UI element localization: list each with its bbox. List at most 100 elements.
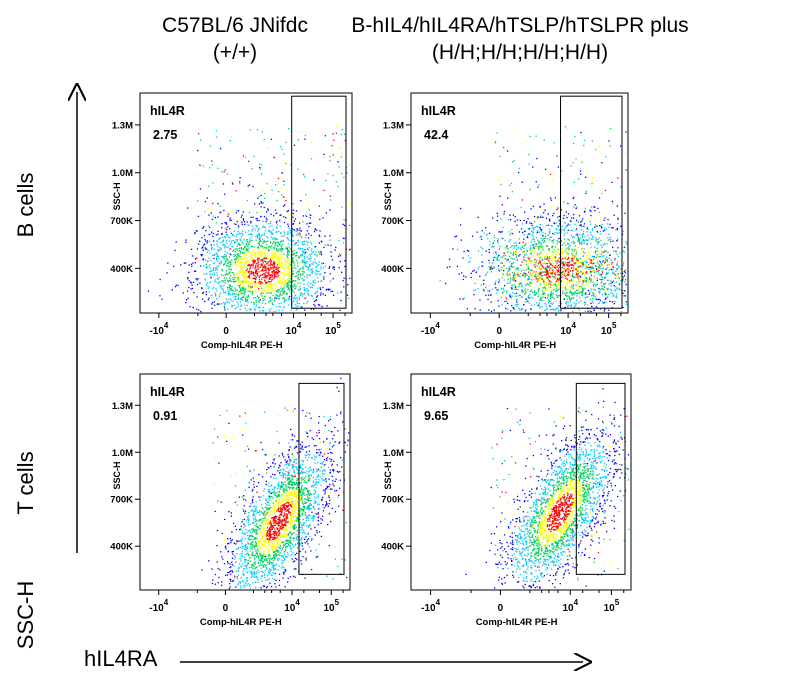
event-point bbox=[241, 261, 243, 263]
event-point bbox=[236, 272, 238, 274]
event-point bbox=[277, 177, 280, 180]
event-point bbox=[279, 277, 281, 279]
event-point bbox=[273, 248, 275, 250]
event-point bbox=[267, 281, 269, 283]
event-point bbox=[560, 277, 562, 279]
event-point bbox=[578, 292, 580, 295]
event-point bbox=[272, 559, 275, 562]
event-point bbox=[237, 277, 239, 279]
event-point bbox=[307, 274, 309, 276]
event-point bbox=[212, 232, 215, 235]
event-point bbox=[262, 234, 264, 236]
event-point bbox=[258, 296, 260, 299]
event-point bbox=[257, 247, 259, 249]
event-point bbox=[564, 264, 566, 266]
event-point bbox=[301, 266, 303, 269]
event-point bbox=[222, 288, 224, 290]
event-point bbox=[286, 283, 289, 285]
event-point bbox=[324, 491, 326, 493]
event-point bbox=[601, 294, 604, 296]
event-point bbox=[304, 263, 306, 265]
event-point bbox=[287, 286, 289, 288]
event-point bbox=[234, 264, 236, 267]
event-point bbox=[349, 277, 351, 279]
event-point bbox=[264, 227, 267, 229]
event-point bbox=[582, 255, 584, 258]
event-point bbox=[602, 268, 604, 270]
gate-rectangle[interactable] bbox=[291, 95, 347, 309]
event-point bbox=[545, 252, 548, 255]
event-point bbox=[247, 245, 249, 247]
event-point bbox=[548, 239, 551, 241]
event-point bbox=[294, 576, 296, 578]
event-point bbox=[526, 283, 528, 285]
event-point bbox=[287, 253, 289, 255]
event-point bbox=[528, 233, 530, 235]
event-point bbox=[551, 289, 553, 291]
event-point bbox=[229, 279, 231, 281]
event-point bbox=[272, 267, 274, 269]
event-point bbox=[250, 270, 253, 273]
event-point bbox=[625, 283, 627, 286]
event-point bbox=[497, 240, 499, 242]
event-point bbox=[263, 290, 265, 292]
event-point bbox=[568, 296, 570, 298]
event-point bbox=[552, 215, 554, 217]
event-point bbox=[541, 275, 543, 277]
event-point bbox=[589, 272, 592, 274]
event-point bbox=[553, 212, 555, 215]
event-point bbox=[303, 279, 305, 281]
event-point bbox=[250, 267, 252, 269]
event-point bbox=[269, 278, 271, 281]
event-point bbox=[229, 288, 231, 290]
event-point bbox=[274, 209, 277, 211]
event-point bbox=[297, 302, 299, 304]
event-point bbox=[263, 138, 265, 141]
event-point bbox=[258, 297, 260, 299]
event-point bbox=[552, 275, 554, 278]
event-point bbox=[575, 257, 578, 260]
event-point bbox=[262, 292, 264, 294]
gate-rectangle[interactable] bbox=[560, 95, 623, 309]
event-point bbox=[616, 293, 618, 295]
event-point bbox=[576, 266, 578, 268]
event-point bbox=[617, 177, 619, 179]
event-point bbox=[319, 287, 321, 289]
event-point bbox=[567, 202, 569, 205]
event-point bbox=[300, 292, 302, 294]
event-point bbox=[260, 236, 262, 238]
event-point bbox=[208, 297, 210, 299]
event-point bbox=[539, 299, 541, 301]
event-point bbox=[284, 271, 286, 273]
event-point bbox=[260, 285, 262, 288]
event-point bbox=[242, 248, 244, 250]
event-point bbox=[555, 227, 557, 230]
event-point bbox=[527, 278, 529, 280]
event-point bbox=[539, 224, 541, 226]
event-point bbox=[224, 292, 227, 294]
event-point bbox=[598, 256, 600, 258]
event-point bbox=[564, 306, 566, 309]
event-point bbox=[585, 252, 587, 254]
event-point bbox=[521, 261, 523, 263]
event-point bbox=[529, 188, 531, 191]
event-point bbox=[514, 288, 516, 290]
event-point bbox=[257, 237, 259, 239]
event-point bbox=[515, 292, 518, 294]
event-point bbox=[229, 301, 231, 303]
event-point bbox=[277, 271, 280, 273]
event-point bbox=[247, 252, 249, 254]
event-point bbox=[497, 255, 499, 257]
event-point bbox=[608, 283, 610, 285]
column-title-humanized-line2: (H/H;H/H;H/H;H/H) bbox=[431, 41, 609, 64]
event-point bbox=[481, 230, 483, 232]
event-point bbox=[540, 299, 542, 302]
event-point bbox=[568, 265, 570, 267]
event-point bbox=[233, 280, 235, 283]
event-point bbox=[303, 256, 305, 258]
event-point bbox=[246, 304, 249, 306]
event-point bbox=[280, 521, 282, 523]
event-point bbox=[272, 271, 274, 273]
event-point bbox=[321, 262, 323, 264]
event-point bbox=[553, 233, 555, 236]
